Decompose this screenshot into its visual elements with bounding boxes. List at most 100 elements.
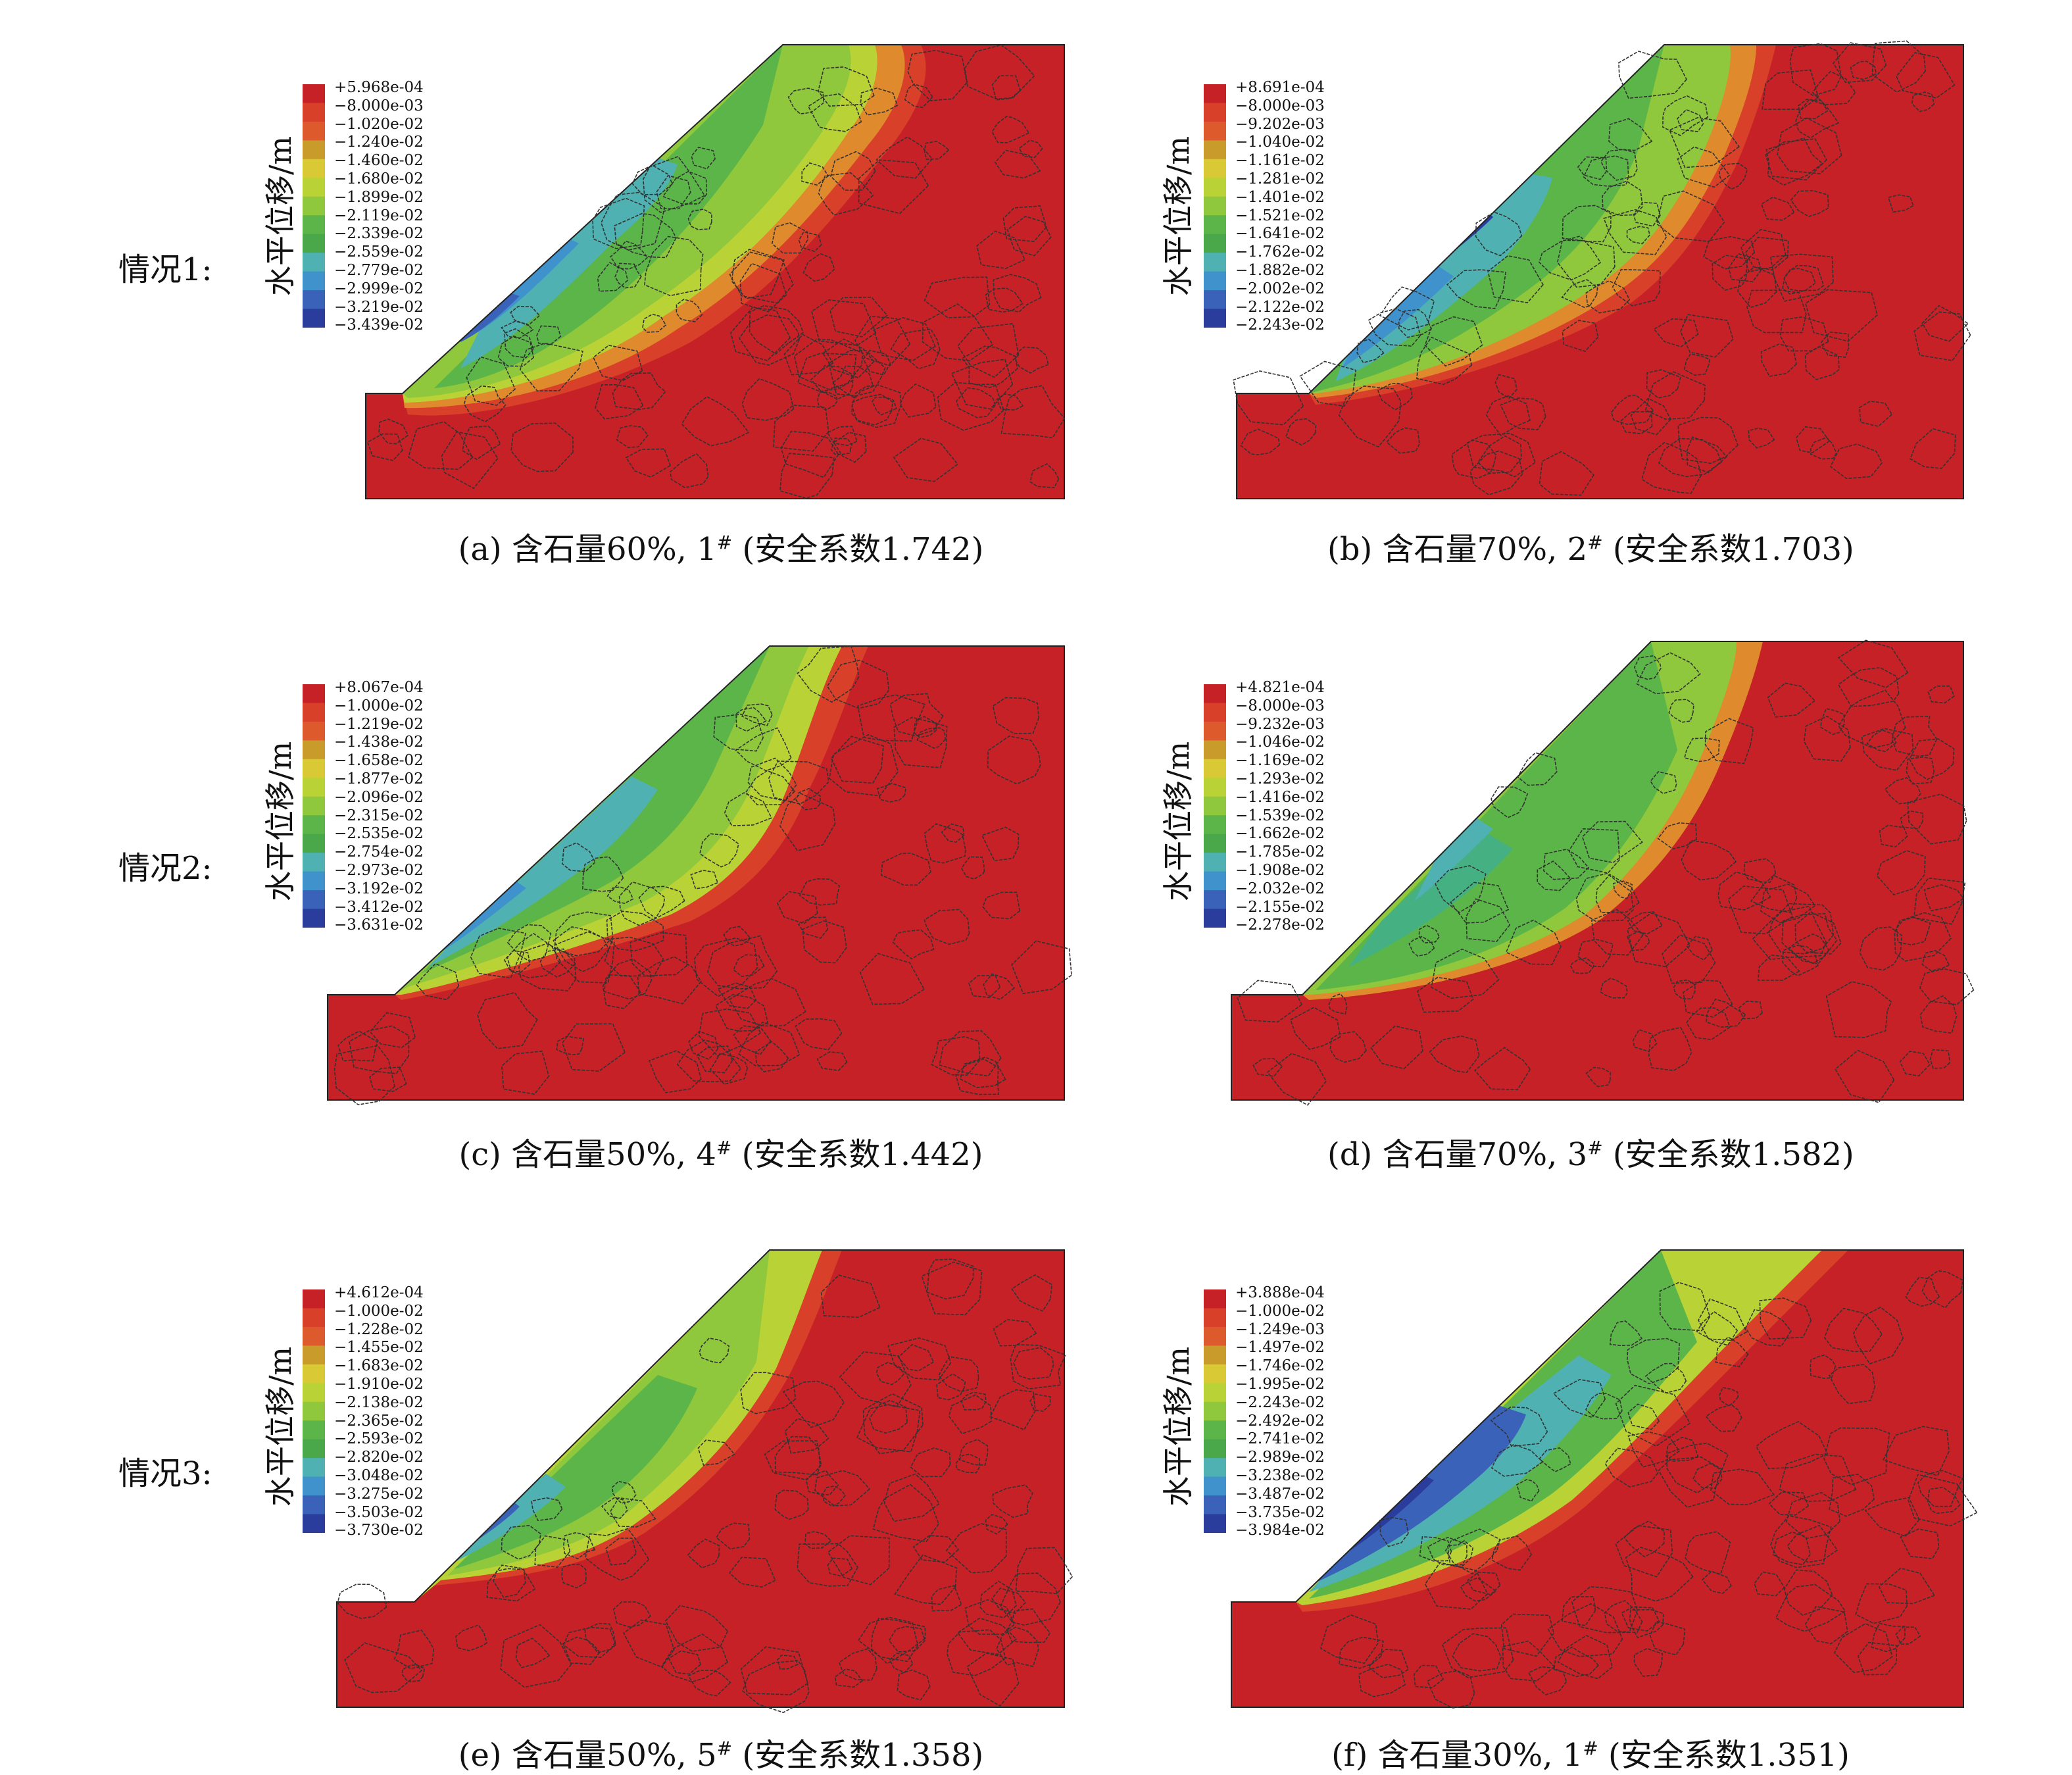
rock-block-outline <box>585 1528 650 1581</box>
rock-block-outline <box>515 1638 551 1668</box>
rock-block-outline <box>989 1389 1036 1430</box>
rock-block-outline <box>859 953 925 1005</box>
rock-block-outline <box>1010 1344 1066 1389</box>
legend-tick-label: −1.899e-02 <box>334 188 424 206</box>
rock-block-outline <box>992 697 1040 734</box>
rock-block-outline <box>1887 194 1914 213</box>
rock-block-outline <box>924 909 970 945</box>
rock-block-outline <box>344 1642 423 1693</box>
legend-tick-label: −3.219e-02 <box>334 298 424 316</box>
rock-block-outline <box>462 425 501 461</box>
rock-block-outline <box>612 372 666 411</box>
rock-block-outline <box>660 1633 728 1683</box>
colorbar-segment <box>303 1514 325 1534</box>
rock-block-outline <box>1910 428 1956 469</box>
colorbar-segment <box>303 309 325 328</box>
rock-block-outline <box>1490 1406 1548 1447</box>
rock-block-outline <box>1760 196 1795 221</box>
legend-tick-label: −2.999e-02 <box>334 280 424 297</box>
rock-block-outline <box>716 1522 751 1550</box>
rock-block-outline <box>1669 116 1740 168</box>
rock-block-outline <box>876 1362 904 1386</box>
rock-block-outline <box>899 383 937 418</box>
colorbar-segment <box>303 834 325 853</box>
rock-block-outline <box>1285 418 1317 446</box>
rock-block-outline <box>614 262 642 289</box>
rock-block-outline <box>784 1418 829 1454</box>
rock-block-outline <box>644 236 704 297</box>
colorbar-segment <box>1204 1345 1226 1365</box>
rock-block-outline <box>981 826 1020 862</box>
colorbar-segment <box>1204 1495 1226 1515</box>
rock-block-outline <box>1446 269 1507 309</box>
rock-block-outline <box>1571 1586 1638 1634</box>
legend-tick-label: −2.243e-02 <box>1235 316 1325 334</box>
colorbar-segment <box>303 178 325 197</box>
rock-block-outline <box>562 842 596 872</box>
rock-block-outline <box>826 426 858 446</box>
rock-block-outline <box>735 707 767 732</box>
rock-block-outline <box>802 253 835 282</box>
rock-block-outline <box>638 886 685 919</box>
rock-block-outline <box>1828 1364 1876 1405</box>
rock-block-outline <box>1441 1627 1514 1678</box>
colorbar-segment <box>1204 1364 1226 1384</box>
rock-block-outline <box>1595 874 1640 913</box>
rock-block-outline <box>1608 118 1653 151</box>
colorbar-segment <box>303 159 325 178</box>
colorbar-segment <box>1204 740 1226 760</box>
rock-block-outline <box>889 693 944 737</box>
rock-block-outline <box>1299 361 1357 407</box>
rock-block-outline <box>1833 1623 1893 1674</box>
rock-block-outline <box>830 438 852 455</box>
colorbar-segment <box>303 909 325 928</box>
rock-block-outline <box>1737 266 1777 309</box>
rock-block-outline <box>1000 1572 1061 1626</box>
colorbar-segment <box>1204 871 1226 891</box>
legend-tick-label: −2.243e-02 <box>1235 1393 1325 1411</box>
legend-tick-label: −1.040e-02 <box>1235 134 1325 151</box>
rock-block-outline <box>805 1470 839 1496</box>
rock-block-outline <box>1408 936 1435 957</box>
colorbar-segment <box>1204 84 1226 103</box>
rock-block-outline <box>1474 1047 1531 1090</box>
rock-block-outline <box>1919 995 1958 1034</box>
rock-block-outline <box>676 1039 742 1083</box>
rock-block-outline <box>1583 155 1629 187</box>
rock-block-outline <box>1837 639 1909 688</box>
rock-block-outline <box>1338 385 1402 448</box>
rock-block-outline <box>1795 99 1840 139</box>
rock-block-outline <box>1539 451 1594 496</box>
rock-block-outline <box>797 1543 858 1587</box>
rock-block-outline <box>1913 877 1966 925</box>
rock-block-outline <box>729 1557 776 1588</box>
colorbar-segment <box>303 1345 325 1365</box>
rock-block-outline <box>1618 51 1687 99</box>
rock-block-outline <box>782 1380 845 1428</box>
rock-block-outline <box>1785 1491 1840 1539</box>
colorbar-segment <box>303 1439 325 1459</box>
rock-block-outline <box>783 334 834 376</box>
colorbar-segment <box>1204 815 1226 835</box>
legend-tick-label: −8.000e-03 <box>1235 697 1325 714</box>
rock-block-outline <box>872 396 897 416</box>
rock-block-outline <box>870 1617 926 1664</box>
rock-block-outline <box>985 288 1024 313</box>
rock-block-outline <box>1505 919 1562 965</box>
rock-block-outline <box>609 1497 656 1528</box>
colorbar-segment <box>1204 1458 1226 1478</box>
rock-block-outline <box>1900 1528 1940 1559</box>
rock-block-outline <box>741 378 795 421</box>
rock-block-outline <box>1803 715 1851 762</box>
rock-block-outline <box>936 1373 966 1401</box>
rock-block-outline <box>818 66 875 107</box>
rock-block-outline <box>664 1605 729 1652</box>
rock-block-outline <box>1379 1516 1409 1547</box>
legend-ticks-a: +5.968e-04 −8.000e-03 −1.020e-02 −1.240e-02… <box>334 79 424 335</box>
rock-block-outline <box>764 1440 822 1481</box>
rock-block-outline <box>614 213 677 259</box>
colorbar-segment <box>1204 103 1226 122</box>
colorbar-segment <box>1204 1476 1226 1496</box>
rock-block-outline <box>455 1624 488 1651</box>
legend-tick-label: −2.155e-02 <box>1235 898 1325 916</box>
